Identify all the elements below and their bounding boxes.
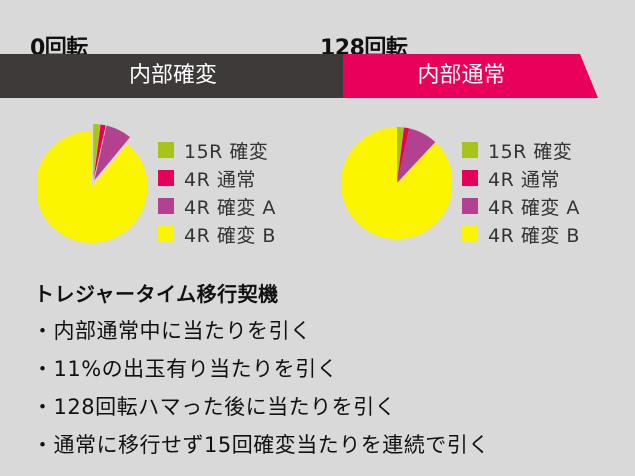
- legend-label: 15R 確変: [488, 140, 573, 163]
- list-item: ・11%の出玉有り当たりを引く: [32, 357, 339, 381]
- legend-item: 4R 確変 B: [462, 220, 580, 248]
- legend-swatch: [158, 226, 174, 242]
- legend-label: 15R 確変: [184, 140, 269, 163]
- list-item: ・内部通常中に当たりを引く: [32, 319, 312, 343]
- legend-label: 4R 確変 B: [184, 224, 276, 247]
- legend-left: 15R 確変 4R 通常 4R 確変 A 4R 確変 B: [158, 136, 276, 248]
- legend-item: 15R 確変: [158, 136, 276, 164]
- slice-4r-kakuhen-a: [397, 128, 436, 183]
- internal-normal-label: 内部通常: [417, 63, 506, 88]
- legend-swatch: [158, 142, 174, 158]
- internal-kakuhen-bar: 内部確変: [0, 54, 346, 98]
- legend-item: 4R 確変 A: [462, 192, 580, 220]
- legend-item: 4R 通常: [462, 164, 580, 192]
- legend-label: 4R 通常: [184, 168, 256, 191]
- legend-right: 15R 確変 4R 通常 4R 確変 A 4R 確変 B: [462, 136, 580, 248]
- legend-swatch: [158, 170, 174, 186]
- legend-item: 4R 通常: [158, 164, 276, 192]
- legend-swatch: [462, 226, 478, 242]
- slice-15r-kakuhen: [397, 127, 405, 183]
- legend-swatch: [462, 142, 478, 158]
- legend-item: 4R 確変 B: [158, 220, 276, 248]
- legend-label: 4R 確変 A: [184, 196, 276, 219]
- legend-swatch: [462, 170, 478, 186]
- legend-swatch: [462, 198, 478, 214]
- list-item: ・128回転ハマった後に当たりを引く: [32, 395, 397, 419]
- slice-15r-kakuhen: [93, 124, 101, 181]
- pie-chart-left: [38, 124, 148, 243]
- section-title: トレジャータイム移行契機: [34, 282, 279, 306]
- legend-item: 15R 確変: [462, 136, 580, 164]
- legend-item: 4R 確変 A: [158, 192, 276, 220]
- internal-normal-bar: 内部通常: [343, 54, 598, 98]
- legend-label: 4R 確変 B: [488, 224, 580, 247]
- legend-label: 4R 通常: [488, 168, 560, 191]
- internal-kakuhen-label: 内部確変: [128, 63, 217, 88]
- legend-swatch: [158, 198, 174, 214]
- legend-label: 4R 確変 A: [488, 196, 580, 219]
- slice-4r-kakuhen-b: [342, 127, 452, 239]
- pie-chart-right: [342, 127, 452, 239]
- slice-4r-kakuhen-b: [38, 130, 148, 243]
- slice-4r-kakuhen-a: [94, 125, 131, 181]
- trigger-list: ・内部通常中に当たりを引く ・11%の出玉有り当たりを引く ・128回転ハマった…: [32, 312, 490, 464]
- slice-4r-normal: [397, 127, 410, 183]
- slice-4r-normal: [93, 124, 106, 181]
- list-item: ・通常に移行せず15回確変当たりを連続で引く: [32, 433, 490, 457]
